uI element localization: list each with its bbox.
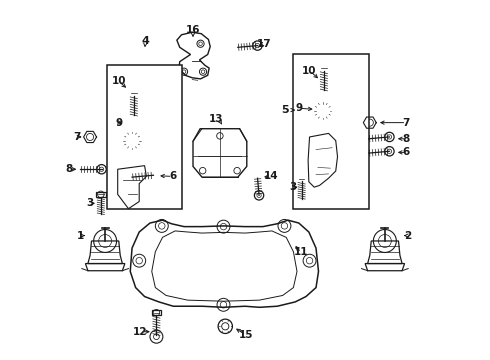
Text: 12: 12	[133, 327, 147, 337]
Polygon shape	[129, 91, 139, 96]
Polygon shape	[96, 192, 105, 197]
Text: 7: 7	[74, 132, 81, 142]
Text: 3: 3	[86, 198, 94, 208]
Text: 6: 6	[403, 147, 410, 157]
Text: 11: 11	[294, 247, 309, 257]
Text: 16: 16	[186, 25, 200, 35]
Text: 8: 8	[403, 134, 410, 144]
Text: 4: 4	[142, 36, 149, 46]
Text: 5: 5	[281, 105, 289, 115]
Text: 6: 6	[169, 171, 176, 181]
Text: 17: 17	[256, 39, 271, 49]
Bar	[294, 54, 368, 209]
Text: 15: 15	[239, 330, 253, 340]
Text: 13: 13	[208, 114, 223, 124]
Polygon shape	[152, 310, 161, 315]
Text: 14: 14	[264, 171, 278, 181]
Text: 7: 7	[403, 118, 410, 128]
Text: 9: 9	[295, 103, 302, 113]
Text: 3: 3	[290, 182, 297, 192]
Polygon shape	[297, 176, 306, 181]
Text: 8: 8	[65, 164, 72, 174]
Bar	[107, 65, 182, 209]
Text: 2: 2	[405, 231, 412, 240]
Text: 10: 10	[112, 76, 126, 86]
Text: 1: 1	[77, 231, 84, 240]
Polygon shape	[319, 66, 329, 71]
Text: 10: 10	[302, 66, 317, 76]
Text: 9: 9	[115, 118, 122, 128]
